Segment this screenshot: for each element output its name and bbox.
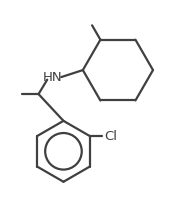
Text: Cl: Cl <box>104 129 117 143</box>
Text: HN: HN <box>43 71 62 84</box>
